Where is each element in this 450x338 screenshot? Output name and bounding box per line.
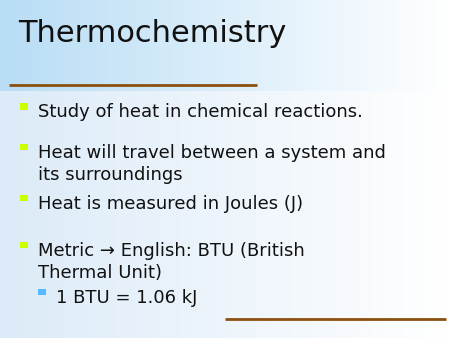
Bar [38,289,46,295]
Bar [20,195,28,201]
Bar [20,144,28,150]
Text: Heat is measured in Joules (J): Heat is measured in Joules (J) [38,195,303,213]
Text: 1 BTU = 1.06 kJ: 1 BTU = 1.06 kJ [56,289,198,307]
Bar [20,103,28,110]
Text: Heat will travel between a system and
its surroundings: Heat will travel between a system and it… [38,144,386,184]
Text: Study of heat in chemical reactions.: Study of heat in chemical reactions. [38,103,363,121]
Text: Metric → English: BTU (British
Thermal Unit): Metric → English: BTU (British Thermal U… [38,242,305,282]
Text: Thermochemistry: Thermochemistry [18,19,286,48]
Bar [20,242,28,248]
